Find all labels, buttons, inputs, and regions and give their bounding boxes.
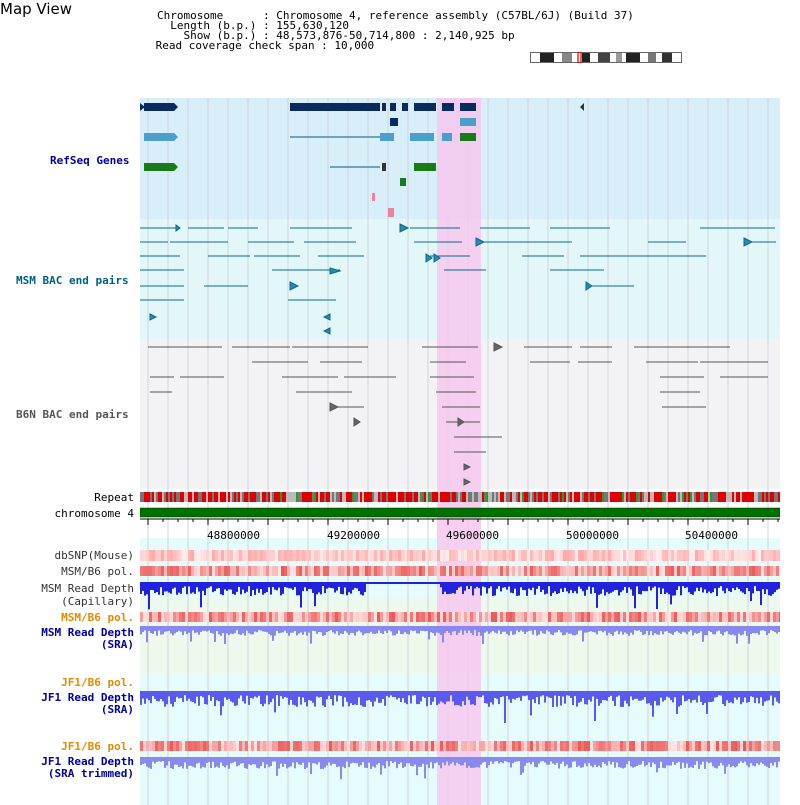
coverage-span-info: Read coverage check span : 10,000 [149, 39, 375, 52]
show-range-info: Show (b.p.) : 48,573,876-50,714,800 : 2,… [157, 29, 515, 42]
page-title: Map View [0, 0, 73, 18]
track-label-msm-b6-pol-2: MSM/B6 pol. [61, 611, 134, 624]
msm-bac-end-pairs[interactable] [140, 223, 776, 335]
genome-track-panel[interactable]: 48800000 49200000 49600000 50000000 5040… [140, 98, 780, 805]
chromosome-bar [140, 507, 780, 518]
tick-label: 50000000 [566, 529, 619, 542]
track-label-jf1-b6-pol-2: JF1/B6 pol. [61, 740, 134, 753]
tick-label: 49200000 [327, 529, 380, 542]
track-label-b6n-bac: B6N BAC end pairs [16, 408, 129, 421]
tick-label: 49600000 [446, 529, 499, 542]
track-label-msm-b6-pol: MSM/B6 pol. [61, 565, 134, 578]
track-label-msm-bac: MSM BAC end pairs [16, 274, 129, 287]
track-label-msm-depth-capillary: MSM Read Depth [41, 582, 134, 595]
track-label-jf1-b6-pol: JF1/B6 pol. [61, 676, 134, 689]
track-label-chromosome: chromosome 4 [54, 507, 134, 520]
tick-label: 50400000 [685, 529, 738, 542]
track-label-msm-depth-capillary-sub: (Capillary) [61, 595, 134, 608]
track-label-msm-depth-sra-sub: (SRA) [100, 638, 134, 651]
length-info: Length (b.p.) : 155,630,120 [157, 19, 350, 32]
track-label-msm-depth-sra: MSM Read Depth [41, 626, 134, 639]
repeat-track[interactable] [140, 492, 780, 502]
track-label-jf1-depth-trimmed-sub: (SRA trimmed) [47, 767, 134, 780]
track-label-jf1-depth-sra: JF1 Read Depth [41, 691, 134, 704]
refseq-genes[interactable] [140, 103, 584, 217]
position-ruler [140, 518, 780, 525]
chromosome-info: Chromosome : Chromosome 4, reference ass… [157, 9, 634, 22]
tick-label: 48800000 [207, 529, 260, 542]
track-label-jf1-depth-trimmed: JF1 Read Depth [41, 755, 134, 768]
chromosome-ideogram[interactable] [530, 52, 682, 63]
track-label-dbsnp: dbSNP(Mouse) [54, 549, 134, 562]
ruler-tick-labels: 48800000 49200000 49600000 50000000 5040… [207, 529, 738, 542]
track-label-refseq: RefSeq Genes [50, 154, 130, 167]
b6n-bac-end-pairs[interactable] [148, 342, 768, 486]
track-label-jf1-depth-sra-sub: (SRA) [100, 703, 134, 716]
track-label-repeat: Repeat [94, 491, 134, 504]
